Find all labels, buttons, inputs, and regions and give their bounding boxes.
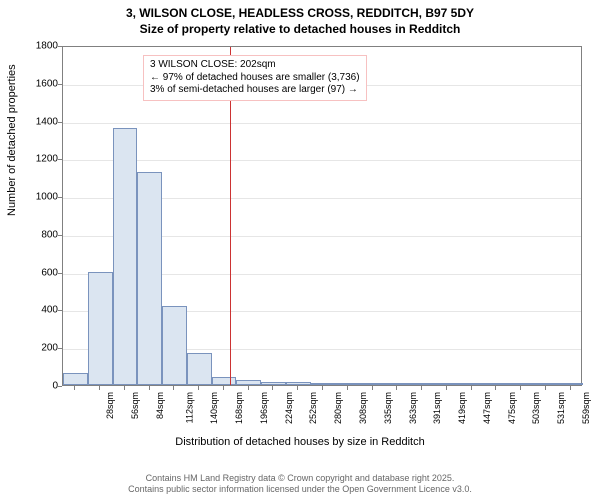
y-tick-label: 0 [28,381,58,392]
y-tick-label: 400 [28,305,58,316]
title-line-2: Size of property relative to detached ho… [0,22,600,38]
x-tick-label: 559sqm [581,392,591,424]
x-tick-label: 28sqm [105,392,115,419]
x-tick-mark [272,386,273,390]
histogram-bar [261,382,286,385]
x-tick-mark [570,386,571,390]
y-tick-mark [58,159,62,160]
y-tick-mark [58,386,62,387]
annotation-box: 3 WILSON CLOSE: 202sqm← 97% of detached … [143,55,367,101]
x-tick-label: 335sqm [383,392,393,424]
histogram-bar [509,383,534,385]
x-tick-label: 140sqm [209,392,219,424]
y-axis-label: Number of detached properties [6,64,18,216]
x-tick-label: 363sqm [408,392,418,424]
x-tick-label: 475sqm [507,392,517,424]
x-tick-mark [173,386,174,390]
x-tick-label: 419sqm [457,392,467,424]
x-tick-mark [495,386,496,390]
histogram-bar [434,383,459,385]
chart-container: Number of detached properties 3 WILSON C… [0,40,600,460]
y-tick-mark [58,122,62,123]
annotation-line: 3 WILSON CLOSE: 202sqm [150,59,360,72]
plot-area: 3 WILSON CLOSE: 202sqm← 97% of detached … [62,46,582,386]
y-tick-mark [58,348,62,349]
x-tick-label: 531sqm [556,392,566,424]
x-tick-label: 112sqm [184,392,194,423]
x-tick-mark [74,386,75,390]
annotation-line: 3% of semi-detached houses are larger (9… [150,84,360,97]
y-tick-label: 1400 [28,116,58,127]
y-tick-label: 800 [28,229,58,240]
y-tick-mark [58,46,62,47]
y-tick-label: 600 [28,267,58,278]
y-tick-label: 1800 [28,41,58,52]
histogram-bar [137,172,162,385]
x-tick-mark [471,386,472,390]
histogram-bar [63,373,88,385]
x-tick-label: 447sqm [482,392,492,424]
grid-line [63,160,581,161]
histogram-bar [459,383,484,385]
histogram-bar [187,353,212,385]
y-tick-mark [58,197,62,198]
x-tick-mark [198,386,199,390]
x-tick-label: 308sqm [358,392,368,424]
annotation-line: ← 97% of detached houses are smaller (3,… [150,72,360,85]
histogram-bar [385,383,410,385]
x-tick-label: 196sqm [259,392,269,424]
attribution-line-2: Contains public sector information licen… [0,484,600,496]
x-tick-mark [520,386,521,390]
attribution-line-1: Contains HM Land Registry data © Crown c… [0,473,600,485]
y-tick-mark [58,84,62,85]
x-tick-label: 84sqm [155,392,165,419]
x-tick-mark [124,386,125,390]
chart-title: 3, WILSON CLOSE, HEADLESS CROSS, REDDITC… [0,0,600,37]
x-tick-label: 168sqm [234,392,244,424]
x-tick-mark [322,386,323,390]
x-tick-mark [99,386,100,390]
x-tick-label: 503sqm [531,392,541,424]
histogram-bar [360,383,385,385]
histogram-bar [410,383,435,385]
x-tick-label: 252sqm [309,392,319,424]
y-tick-label: 200 [28,343,58,354]
x-tick-mark [297,386,298,390]
title-line-1: 3, WILSON CLOSE, HEADLESS CROSS, REDDITC… [0,6,600,22]
histogram-bar [162,306,187,385]
y-tick-label: 1200 [28,154,58,165]
histogram-bar [212,377,237,385]
x-tick-mark [149,386,150,390]
histogram-bar [311,383,336,385]
x-tick-label: 391sqm [432,392,442,424]
x-tick-mark [248,386,249,390]
x-tick-label: 56sqm [130,392,140,419]
x-axis-label: Distribution of detached houses by size … [0,436,600,448]
histogram-bar [286,382,311,385]
y-tick-mark [58,235,62,236]
x-tick-mark [396,386,397,390]
histogram-bar [484,383,509,385]
y-tick-label: 1600 [28,78,58,89]
histogram-bar [533,383,558,385]
histogram-bar [113,128,138,385]
y-tick-mark [58,273,62,274]
x-tick-label: 280sqm [333,392,343,424]
x-tick-mark [223,386,224,390]
histogram-bar [88,272,113,385]
y-tick-mark [58,310,62,311]
x-tick-mark [446,386,447,390]
x-tick-mark [545,386,546,390]
x-tick-mark [347,386,348,390]
histogram-bar [558,383,583,385]
histogram-bar [236,380,261,385]
attribution: Contains HM Land Registry data © Crown c… [0,473,600,496]
x-tick-mark [372,386,373,390]
y-tick-label: 1000 [28,192,58,203]
x-tick-mark [421,386,422,390]
histogram-bar [335,383,360,385]
grid-line [63,123,581,124]
x-tick-label: 224sqm [284,392,294,424]
